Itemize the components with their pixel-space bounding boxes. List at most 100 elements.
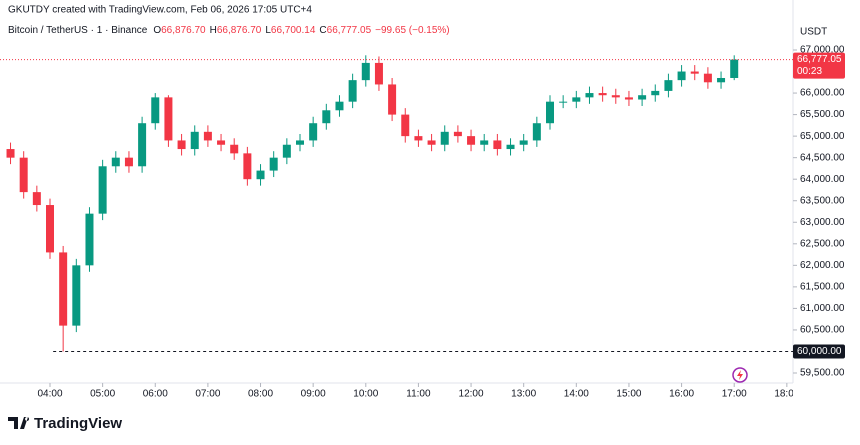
hline-label: 60,000.00 [797,346,842,357]
last-price-box [793,52,845,79]
candle-body [598,93,607,96]
x-tick-label: 06:00 [143,389,168,400]
candle-body [585,93,594,98]
candle-body [203,131,212,141]
candle-body [32,192,41,206]
candle-body [6,149,15,158]
ohlc-label: H [210,25,217,36]
candle-body [414,136,423,141]
candle-body [124,157,133,167]
ohlc-value: 66,876.70 [217,25,262,36]
candle-body [453,131,462,137]
price-axis: 67,000.00 66,000.00 65,500.00 65,000.00 64,5… [793,45,845,379]
ohlc-label: L [265,25,271,36]
candle-body [467,136,476,145]
y-tick-label: 63,500.00 [800,195,845,206]
y-tick-label: 67,000.00 [800,45,845,56]
candle-body [296,140,304,145]
candle-body [361,62,370,81]
x-tick-label: 04:00 [37,389,62,400]
candle-body [335,101,344,111]
candle-body [72,265,81,326]
countdown: 00:23 [797,66,822,77]
y-tick-label: 61,500.00 [800,282,845,293]
candle-body [480,140,489,145]
x-tick-label: 11:00 [406,389,431,400]
x-tick-label: 15:00 [616,389,641,400]
brand: TradingView [34,415,122,432]
candle-body [190,131,199,150]
change: −99.65 (−0.15%) [375,25,450,36]
candle-body [151,97,160,124]
y-tick-label: 60,500.00 [800,325,845,336]
candle-body [282,144,291,158]
ohlc-label: O [153,25,161,36]
x-tick-label: 08:00 [248,389,273,400]
candle-body [703,73,712,83]
candle-body [664,80,673,91]
x-tick-label: 13:00 [511,389,536,400]
x-tick-label: 14:00 [564,389,589,400]
candle-body [690,71,699,74]
candle-body [177,140,186,150]
x-tick-label: 12:00 [459,389,484,400]
candle-body [111,157,120,167]
candle-body [624,97,633,100]
alert-bolt [737,370,743,380]
symbol-header: Bitcoin / TetherUS · 1 · Binance O 66,876.… [8,25,450,36]
candle-body [388,84,397,115]
candle-body [138,123,147,167]
alert-icon[interactable] [732,367,748,383]
candle-body [427,140,436,145]
x-tick-label: 05:00 [90,389,115,400]
x-tick-label: 16:00 [669,389,694,400]
candle-body [532,123,541,141]
candle-body [230,144,239,154]
candle-body [519,140,528,145]
candle-body [46,205,54,253]
candle-body [401,114,410,137]
candle-body [717,77,726,83]
ohlc-value: 66,777.05 [327,25,372,36]
hline-label-box [793,344,845,359]
y-tick-label: 59,500.00 [800,368,845,379]
last-price-label: 66,777.05 [797,54,842,65]
candle-body [493,140,502,150]
candle-body [506,144,515,150]
y-tick-label: 65,500.00 [800,109,845,120]
x-tick-label: 09:00 [301,389,326,400]
candle-body [677,71,686,81]
candle-body [164,97,173,141]
candle-body [243,153,252,180]
candle-body [348,80,357,102]
watermark: GKUTDY created with TradingView.com, Feb… [8,5,312,16]
y-tick-label: 66,000.00 [800,88,845,99]
candle-body [309,123,318,141]
y-tick-label: 62,000.00 [800,260,845,271]
y-tick-label: 61,000.00 [800,303,845,314]
candle-body [730,59,739,78]
y-tick-label: 62,500.00 [800,238,845,249]
currency: USDT [800,27,827,38]
candle-body [374,62,383,85]
y-tick-label: 65,000.00 [800,131,845,142]
candle-body [572,97,581,102]
x-tick-label: 18:00 [774,389,799,400]
ohlc-value: 66,700.14 [271,25,316,36]
candle-body [269,157,278,171]
ohlc-label: C [319,25,326,36]
candle-body [638,95,647,100]
y-tick-label: 64,500.00 [800,152,845,163]
candle-body [85,213,94,266]
candle-body [651,90,660,96]
y-tick-label: 63,000.00 [800,217,845,228]
candle-body [256,170,265,180]
symbol: Bitcoin / TetherUS · 1 · Binance [8,25,148,36]
candle-body [98,166,107,214]
candle-body [59,252,68,326]
y-tick-label: 64,000.00 [800,174,845,185]
candle-body [611,95,620,98]
candle-body [440,131,449,145]
